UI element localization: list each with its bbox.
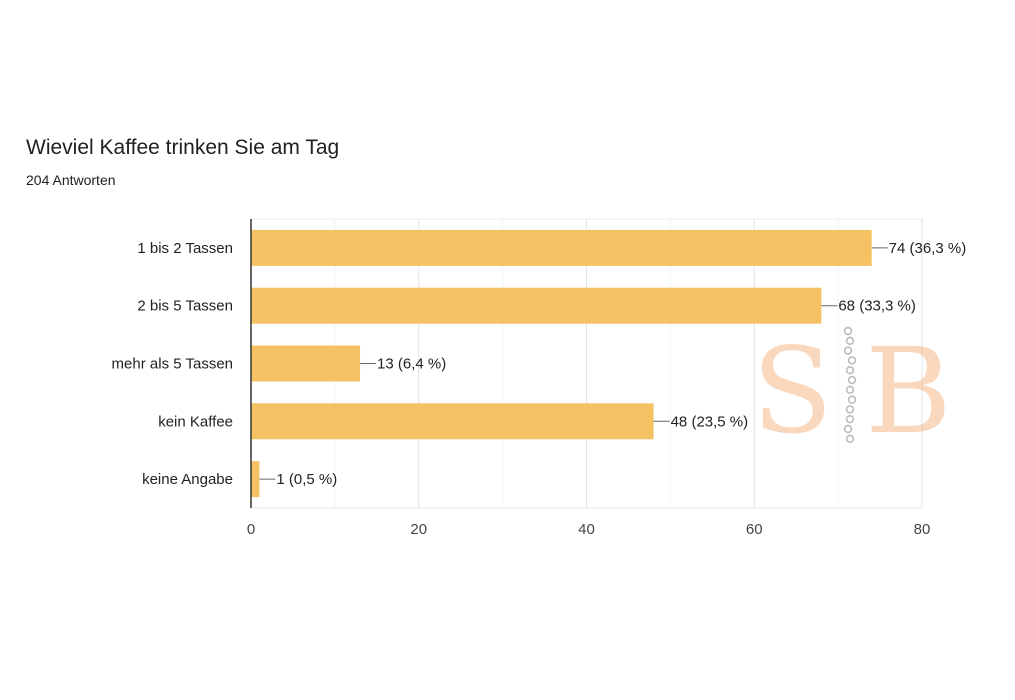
category-label: mehr als 5 Tassen: [112, 356, 233, 373]
watermark-bead: [843, 346, 853, 355]
watermark-bead: [845, 366, 855, 375]
watermark-bead: [845, 385, 855, 394]
chart-title: Wieviel Kaffee trinken Sie am Tag: [26, 136, 340, 159]
watermark-bead: [847, 356, 857, 365]
watermark-bead: [845, 336, 855, 345]
x-tick-label: 40: [578, 521, 595, 538]
x-tick-label: 80: [914, 521, 931, 538]
data-label: 13 (6,4 %): [377, 356, 446, 373]
watermark-bead: [845, 434, 855, 443]
bar[interactable]: [251, 461, 260, 498]
data-label: 68 (33,3 %): [838, 298, 916, 315]
watermark-bead: [843, 424, 853, 434]
category-label: 2 bis 5 Tassen: [137, 298, 233, 315]
watermark-letter-right: B: [865, 322, 952, 460]
x-tick-label: 60: [746, 521, 763, 538]
x-tick-label: 0: [247, 521, 255, 538]
bar[interactable]: [251, 287, 822, 324]
watermark-bead: [847, 395, 857, 404]
bars: 1 bis 2 Tassen 74 (36,3 %) 2 bis 5 Tassen 6…: [112, 229, 967, 498]
watermark-letter-left: S: [752, 322, 833, 460]
response-count: 204 Antworten: [26, 172, 116, 188]
x-tick-label: 20: [410, 521, 427, 538]
bar[interactable]: [251, 345, 361, 382]
bar[interactable]: [251, 229, 872, 266]
category-label: 1 bis 2 Tassen: [137, 240, 233, 257]
data-label: 48 (23,5 %): [671, 413, 749, 430]
watermark-bead: [843, 326, 853, 336]
watermark-bead: [845, 405, 855, 414]
watermark-bead: [845, 415, 855, 424]
data-label: 1 (0,5 %): [276, 471, 337, 488]
watermark-bead: [847, 375, 857, 385]
bar[interactable]: [251, 403, 654, 440]
category-label: keine Angabe: [142, 471, 233, 488]
category-label: kein Kaffee: [158, 413, 233, 430]
data-label: 74 (36,3 %): [889, 240, 967, 257]
